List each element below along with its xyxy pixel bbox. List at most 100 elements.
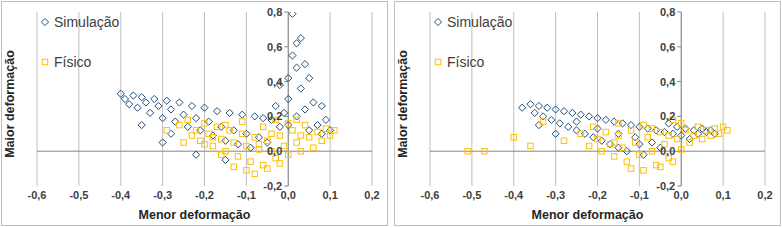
x-tick-label: -0,2 [195,189,214,201]
point [210,135,216,141]
series [465,117,730,173]
point [658,164,664,170]
point [560,108,567,115]
point [239,111,246,118]
point [598,137,605,144]
point [591,124,597,130]
point [603,129,609,135]
point [586,113,593,120]
point [315,129,321,135]
chart: -0,6-0,5-0,4-0,3-0,2-0,10,00,10,2-0,20,0… [2,2,388,226]
point [265,166,271,172]
point [193,115,200,122]
legend-label: Físico [447,54,485,70]
point [142,99,149,106]
x-tick-label: -0,4 [111,189,131,201]
x-tick-label: -0,6 [28,189,47,201]
point [602,116,609,123]
point [695,124,701,130]
y-tick [677,12,681,13]
legend-marker [434,18,441,25]
y-axis [681,12,682,186]
point [683,128,689,134]
point [298,133,304,139]
grid-line [681,12,682,186]
y-tick-label: -0,2 [656,180,675,192]
point [244,168,250,174]
point [251,113,258,120]
point [181,140,187,146]
y-tick-label: -0,2 [263,180,282,192]
point [573,118,580,125]
point [673,123,680,130]
y-tick-label: 0,8 [267,6,282,18]
grid-line [78,12,79,186]
point [611,118,618,125]
grid-line [204,12,205,186]
point [213,108,220,115]
point [188,102,195,109]
point [272,102,279,109]
point [691,133,697,139]
point [465,148,471,154]
point [176,99,183,106]
chart-border [395,2,781,226]
point [531,109,538,116]
point [679,147,685,153]
x-tick-label: 0,1 [715,189,730,201]
point [260,115,267,122]
point [256,147,262,153]
point [117,90,124,97]
legend-label: Simulação [54,14,120,30]
series [117,12,334,164]
point [573,127,580,134]
point [209,132,216,139]
point [202,121,208,127]
legend-label: Simulação [447,14,513,30]
x-tick-label: -0,3 [546,189,565,201]
point [205,118,212,125]
point [172,118,179,125]
x-axis [37,151,372,152]
point [286,121,292,127]
grid-line [639,12,640,186]
point [159,139,166,146]
point [636,141,643,148]
y-tick [284,12,288,13]
point [277,161,283,167]
point [184,123,191,130]
point [314,122,321,129]
point [214,124,220,130]
point [535,122,542,129]
point [703,128,710,135]
point [276,123,283,130]
x-tick-label: 0,2 [364,189,379,201]
point [130,92,137,99]
grid-line [471,12,472,186]
point [298,148,304,154]
point [226,109,233,116]
point [535,102,542,109]
point [590,134,597,141]
legend: Simulação Físico [434,14,512,70]
point [632,140,638,146]
y-tick [284,46,288,47]
point [302,122,308,128]
point [716,131,722,137]
point [277,133,283,139]
background [0,0,782,227]
legend-marker [435,59,441,65]
point [612,140,618,146]
point [167,130,174,137]
x-axis-title: Menor deformação [532,208,644,222]
point [548,116,555,123]
point [138,122,145,129]
point [222,137,229,144]
x-tick-label: 0,2 [757,189,772,201]
legend-label: Físico [54,54,92,70]
grid-line [597,12,598,186]
point [578,131,584,137]
point [540,119,546,125]
point [286,152,292,158]
point [595,136,601,142]
